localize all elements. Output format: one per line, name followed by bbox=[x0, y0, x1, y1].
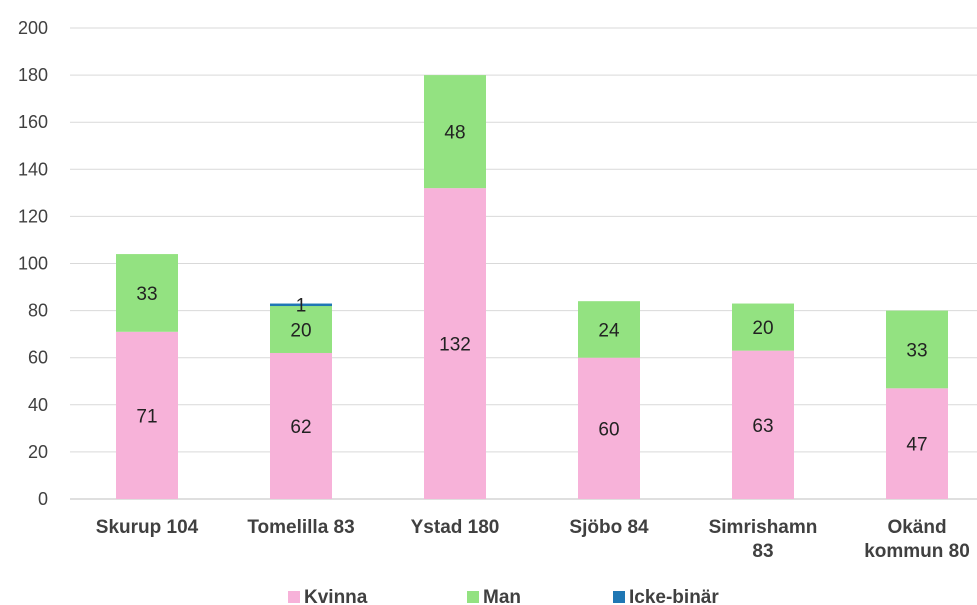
bar-man bbox=[424, 75, 486, 189]
data-label: 62 bbox=[290, 417, 311, 438]
bar-kvinna bbox=[886, 388, 948, 499]
bar-kvinna bbox=[578, 357, 640, 499]
bar-man bbox=[270, 305, 332, 353]
y-tick-label: 180 bbox=[18, 65, 48, 85]
data-label: 63 bbox=[752, 416, 773, 437]
x-category-label: 83 bbox=[752, 541, 773, 562]
data-label: 60 bbox=[598, 419, 619, 440]
y-tick-label: 100 bbox=[18, 254, 48, 274]
data-label: 33 bbox=[136, 284, 157, 305]
legend-label: Icke-binär bbox=[629, 587, 719, 605]
y-tick-label: 60 bbox=[28, 348, 48, 368]
y-tick-label: 80 bbox=[28, 301, 48, 321]
y-tick-label: 0 bbox=[38, 489, 48, 509]
x-category-label: Skurup 104 bbox=[96, 517, 199, 538]
legend-swatch bbox=[467, 591, 479, 603]
data-label: 48 bbox=[444, 123, 465, 144]
gridlines bbox=[70, 27, 977, 500]
bar-kvinna bbox=[732, 350, 794, 499]
legend-swatch bbox=[288, 591, 300, 603]
bar-man bbox=[116, 254, 178, 332]
y-tick-label: 200 bbox=[18, 18, 48, 38]
x-category-label: Tomelilla 83 bbox=[247, 517, 354, 538]
legend-swatch bbox=[613, 591, 625, 603]
x-axis: Skurup 104 Tomelilla 83 Ystad 180 Sjöbo 84 S… bbox=[96, 517, 970, 562]
bar-kvinna bbox=[424, 188, 486, 499]
bar-kvinna bbox=[116, 331, 178, 499]
bar-man bbox=[578, 301, 640, 358]
data-label: 20 bbox=[290, 320, 311, 341]
bars: 71 33 62 20 1 132 48 60 24 63 20 47 33 bbox=[116, 75, 948, 499]
bar-icke-bin-r bbox=[270, 303, 332, 307]
x-category-label: Ystad 180 bbox=[411, 517, 500, 538]
data-label: 71 bbox=[136, 406, 157, 427]
y-tick-label: 20 bbox=[28, 442, 48, 462]
y-axis: 0 20 40 60 80 100 120 140 160 180 200 bbox=[18, 18, 48, 509]
x-category-label: Okänd bbox=[887, 517, 946, 538]
x-category-label: kommun 80 bbox=[864, 541, 970, 562]
bar-man bbox=[732, 303, 794, 351]
legend: Kvinna Man Icke-binär bbox=[288, 587, 719, 605]
data-label: 47 bbox=[906, 435, 927, 456]
bar-kvinna bbox=[270, 352, 332, 499]
y-tick-label: 40 bbox=[28, 395, 48, 415]
y-tick-label: 160 bbox=[18, 112, 48, 132]
y-tick-label: 140 bbox=[18, 159, 48, 179]
data-label: 33 bbox=[906, 340, 927, 361]
data-label: 20 bbox=[752, 318, 773, 339]
y-tick-label: 120 bbox=[18, 206, 48, 226]
legend-label: Man bbox=[483, 587, 521, 605]
x-category-label: Simrishamn bbox=[709, 517, 818, 538]
legend-label: Kvinna bbox=[304, 587, 368, 605]
data-label: 1 bbox=[296, 296, 307, 317]
data-label: 132 bbox=[439, 335, 471, 356]
data-label: 24 bbox=[598, 320, 620, 341]
x-category-label: Sjöbo 84 bbox=[569, 517, 649, 538]
bar-man bbox=[886, 310, 948, 389]
